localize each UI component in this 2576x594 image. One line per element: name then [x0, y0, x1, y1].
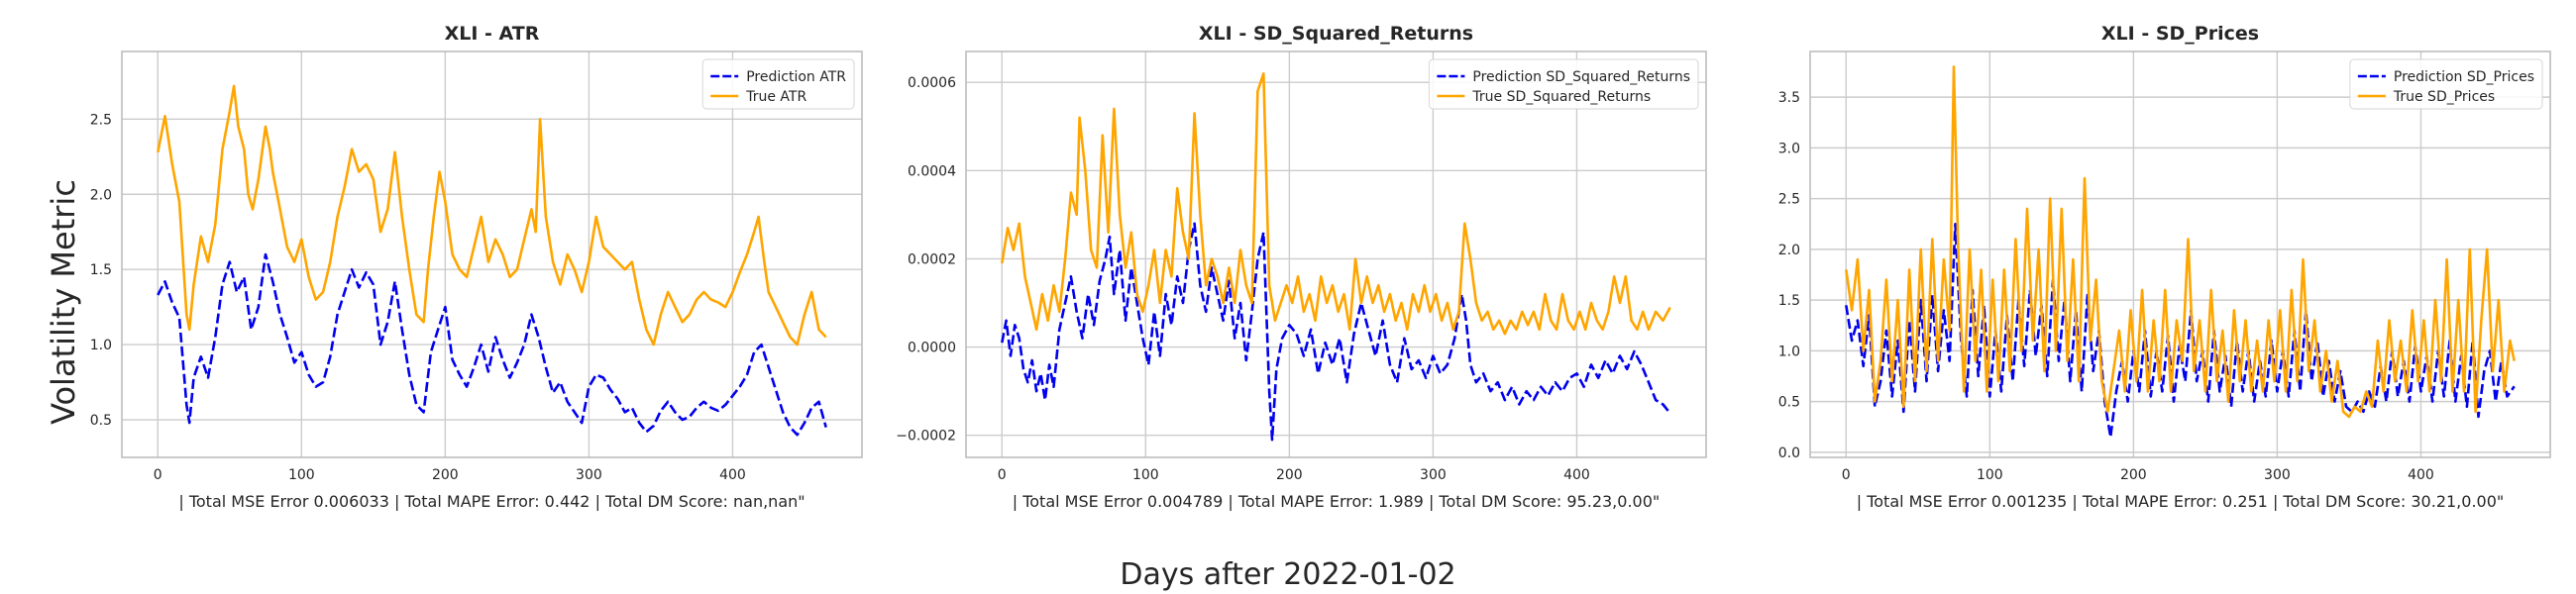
y-tick-label: −0.0002	[896, 429, 956, 445]
x-axis-label: | Total MSE Error 0.001235 | Total MAPE …	[1857, 492, 2505, 511]
chart-title: XLI - SD_Squared_Returns	[1199, 23, 1473, 45]
y-tick-label: 0.5	[1778, 395, 1800, 411]
y-tick-label: 2.5	[90, 112, 112, 128]
y-tick-label: 1.0	[90, 338, 112, 353]
legend-label: Prediction ATR	[746, 69, 846, 85]
prediction-series-line	[1001, 222, 1671, 442]
x-tick-label: 200	[432, 467, 459, 483]
chart-title: XLI - ATR	[445, 23, 540, 45]
x-axis-super-label: Days after 2022-01-02	[1120, 557, 1455, 592]
x-tick-label: 400	[1563, 467, 1590, 483]
y-tick-label: 3.0	[1778, 141, 1800, 156]
chart-panel-1: 0 100 200 300 400 −0.0002 0.0000 0.0002 0.0004 0.…	[896, 23, 1707, 511]
x-axis-label: | Total MSE Error 0.004789 | Total MAPE …	[1013, 492, 1661, 511]
chart-title: XLI - SD_Prices	[2101, 23, 2259, 45]
x-tick-label: 0	[154, 467, 162, 483]
y-tick-label: 0.0	[1778, 446, 1800, 461]
x-axis-label: | Total MSE Error 0.006033 | Total MAPE …	[178, 492, 805, 511]
x-tick-label: 400	[719, 467, 746, 483]
y-tick-label: 0.0000	[908, 341, 956, 356]
x-tick-label: 400	[2408, 467, 2434, 483]
legend-box	[2349, 58, 2543, 110]
legend-box	[1428, 58, 1699, 110]
plot-frame	[121, 50, 863, 458]
y-tick-label: 2.0	[1778, 243, 1800, 258]
chart-panel-2: 0 100 200 300 400 0.0 0.5 1.0 1.5 2.0 2.5 3.0 3.5 XLI…	[1778, 23, 2551, 511]
legend-label: Prediction SD_Prices	[2394, 69, 2534, 85]
legend-box	[701, 58, 855, 110]
x-tick-label: 200	[2120, 467, 2147, 483]
y-tick-label: 0.5	[90, 413, 112, 429]
y-tick-label: 1.5	[1778, 293, 1800, 309]
legend: Prediction ATR True ATR	[701, 58, 855, 110]
x-tick-label: 200	[1276, 467, 1303, 483]
true-series-line	[157, 84, 827, 346]
plot-frame	[965, 50, 1707, 458]
legend-label: Prediction SD_Squared_Returns	[1472, 69, 1690, 85]
y-tick-label: 0.0004	[908, 163, 956, 179]
y-tick-label: 2.5	[1778, 192, 1800, 208]
y-tick-label: 2.0	[90, 187, 112, 203]
plot-frame	[1809, 50, 2551, 458]
y-tick-label: 0.0006	[908, 75, 956, 91]
prediction-series-line	[157, 252, 827, 437]
chart-panel-0: 0 100 200 300 400 0.5 1.0 1.5 2.0 2.5 XLI - ATR | T…	[90, 23, 863, 511]
y-tick-label: 1.5	[90, 262, 112, 278]
y-axis-super-label: Volatility Metric	[45, 179, 82, 425]
true-series-line	[1001, 72, 1671, 336]
chart-panels: 0 100 200 300 400 0.5 1.0 1.5 2.0 2.5 XLI - ATR | T…	[90, 23, 2551, 511]
x-tick-label: 100	[288, 467, 315, 483]
y-tick-label: 3.5	[1778, 90, 1800, 106]
x-tick-label: 300	[1420, 467, 1447, 483]
true-series-line	[1845, 65, 2516, 419]
x-tick-label: 300	[2264, 467, 2291, 483]
y-tick-label: 0.0002	[908, 251, 956, 267]
legend: Prediction SD_Squared_Returns True SD_Squ…	[1428, 58, 1699, 110]
x-tick-label: 0	[998, 467, 1007, 483]
x-tick-label: 100	[1132, 467, 1159, 483]
x-tick-label: 300	[576, 467, 602, 483]
x-tick-label: 100	[1977, 467, 2003, 483]
legend-label: True SD_Squared_Returns	[1471, 89, 1651, 105]
x-tick-label: 0	[1842, 467, 1851, 483]
legend-label: True ATR	[745, 89, 806, 105]
legend: Prediction SD_Prices True SD_Prices	[2349, 58, 2543, 110]
y-tick-label: 1.0	[1778, 344, 1800, 359]
legend-label: True SD_Prices	[2393, 89, 2495, 105]
